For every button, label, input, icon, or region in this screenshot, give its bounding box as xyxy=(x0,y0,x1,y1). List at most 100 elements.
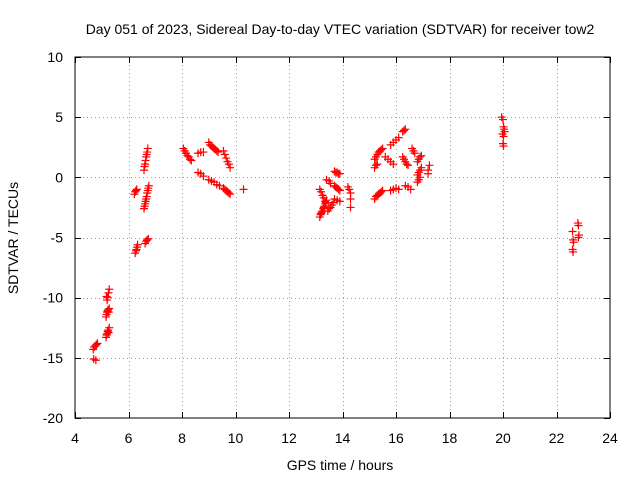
y-tick-label: -15 xyxy=(43,350,63,366)
data-point xyxy=(394,133,403,142)
data-point xyxy=(499,132,508,141)
data-point xyxy=(377,187,386,196)
data-point xyxy=(131,186,140,195)
data-point xyxy=(105,304,114,313)
data-point xyxy=(574,233,583,242)
data-point xyxy=(89,355,98,364)
data-point xyxy=(569,238,578,247)
x-tick-label: 4 xyxy=(71,430,79,446)
data-point xyxy=(199,148,208,157)
plot-border xyxy=(74,56,611,419)
data-point xyxy=(187,156,196,165)
data-point xyxy=(371,161,380,170)
data-point xyxy=(219,146,228,155)
x-tick-label: 10 xyxy=(228,430,244,446)
y-tick-label: -5 xyxy=(51,230,64,246)
axis-ticks xyxy=(75,57,611,419)
data-point xyxy=(377,145,386,154)
data-point xyxy=(105,285,114,294)
x-tick-label: 18 xyxy=(442,430,458,446)
data-point xyxy=(378,144,387,153)
data-point xyxy=(378,186,387,195)
data-point xyxy=(345,185,354,194)
data-point xyxy=(417,163,426,172)
data-point xyxy=(373,160,382,169)
data-point xyxy=(335,186,344,195)
x-tick-label: 6 xyxy=(125,430,133,446)
tick-labels: 4 6 8 10 12 14 16 18 20 22 24 -20 -15 -10 -5 0 5 10 xyxy=(43,49,618,446)
x-tick-label: 8 xyxy=(178,430,186,446)
x-tick-label: 22 xyxy=(549,430,565,446)
data-point xyxy=(144,234,153,243)
x-tick-label: 20 xyxy=(495,430,511,446)
data-point xyxy=(92,340,101,349)
data-point xyxy=(214,148,223,157)
data-point xyxy=(215,181,224,190)
data-point xyxy=(103,293,112,302)
data-point xyxy=(186,155,195,164)
data-point xyxy=(568,227,577,236)
y-tick-label: 5 xyxy=(55,109,63,125)
data-point xyxy=(401,125,410,134)
data-point xyxy=(334,185,343,194)
data-point xyxy=(104,288,113,297)
data-point xyxy=(346,194,355,203)
chart-title: Day 051 of 2023, Sidereal Day-to-day VTE… xyxy=(86,21,595,37)
x-tick-label: 14 xyxy=(335,430,351,446)
data-point xyxy=(319,193,328,202)
data-point xyxy=(335,197,344,206)
data-point xyxy=(91,356,100,365)
y-tick-label: -10 xyxy=(43,290,63,306)
data-point xyxy=(346,203,355,212)
data-point xyxy=(574,221,583,230)
data-point xyxy=(212,146,221,155)
data-point xyxy=(220,150,229,159)
data-point xyxy=(417,151,426,160)
y-tick-label: 10 xyxy=(47,49,63,65)
data-point xyxy=(144,181,153,190)
data-point xyxy=(569,247,578,256)
data-point xyxy=(400,126,409,135)
data-point xyxy=(226,163,235,172)
data-point xyxy=(335,169,344,178)
data-point xyxy=(394,185,403,194)
data-point xyxy=(132,185,141,194)
data-point xyxy=(416,152,425,161)
data-point xyxy=(402,160,411,169)
x-axis-label: GPS time / hours xyxy=(287,457,394,473)
data-point xyxy=(143,235,152,244)
x-tick-label: 24 xyxy=(602,430,618,446)
data-point xyxy=(143,144,152,153)
data-point xyxy=(499,115,507,124)
data-point xyxy=(224,188,233,197)
data-point xyxy=(410,149,419,158)
y-tick-label: -20 xyxy=(43,410,63,426)
data-point xyxy=(404,161,413,170)
data-point xyxy=(317,187,326,196)
data-point xyxy=(224,160,233,169)
grid xyxy=(75,57,610,418)
data-point xyxy=(222,154,231,163)
data-point xyxy=(93,339,102,348)
data-point xyxy=(424,169,433,178)
data-point xyxy=(239,185,248,194)
data-point xyxy=(329,198,338,207)
data-point xyxy=(499,142,508,151)
data-point xyxy=(321,197,330,206)
data-point xyxy=(406,185,415,194)
data-point xyxy=(105,323,114,332)
y-tick-label: 0 xyxy=(55,169,63,185)
data-point xyxy=(326,179,335,188)
data-point xyxy=(389,160,398,169)
data-point xyxy=(425,161,434,170)
y-axis-label: SDTVAR / TECUs xyxy=(5,182,21,294)
data-point xyxy=(317,208,326,217)
x-tick-label: 16 xyxy=(388,430,404,446)
data-point xyxy=(199,172,208,181)
data-point xyxy=(133,240,142,249)
x-tick-label: 12 xyxy=(281,430,297,446)
data-points xyxy=(89,113,583,365)
data-point xyxy=(416,173,425,182)
